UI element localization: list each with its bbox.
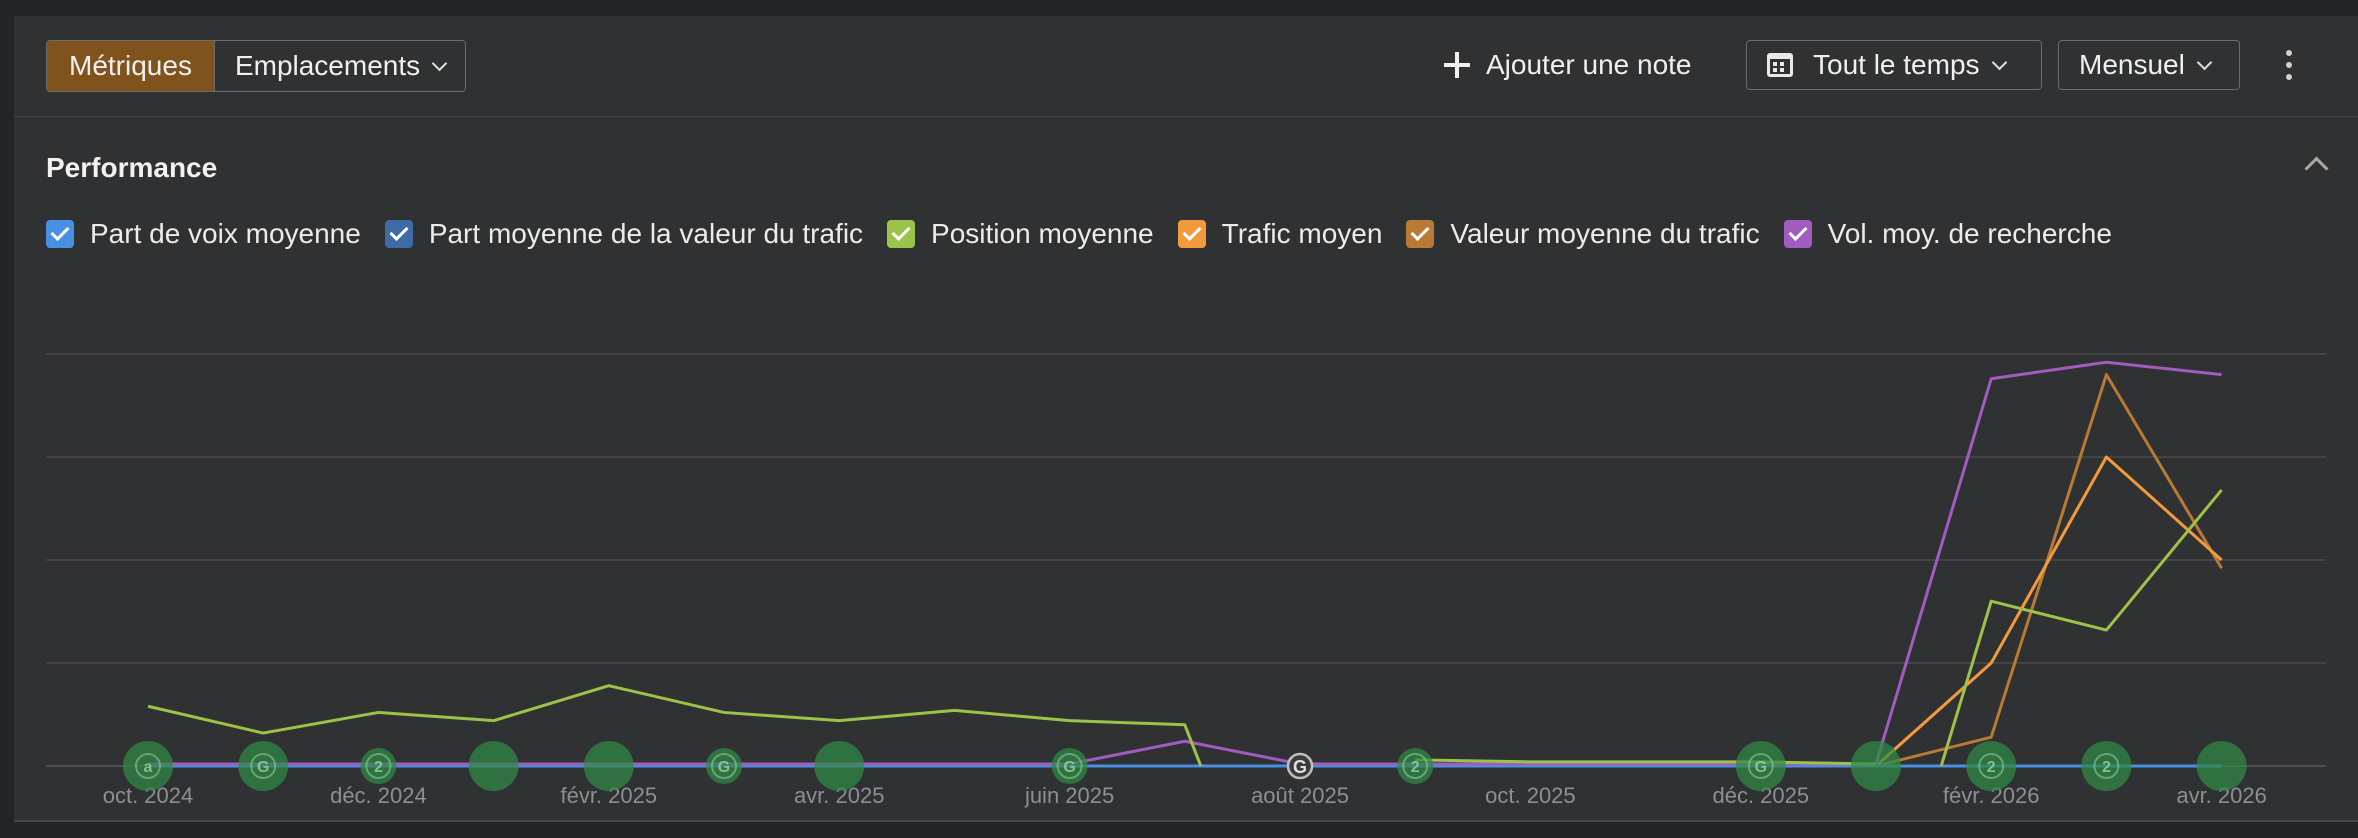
annotation-marker (238, 741, 289, 791)
annotation-ring (1056, 753, 1083, 779)
add-note-label: Ajouter une note (1486, 49, 1692, 80)
annotation-marker (1286, 752, 1314, 780)
section-title: Performance (46, 152, 218, 183)
annotation-label: G (1293, 757, 1307, 777)
granularity-dropdown[interactable]: Mensuel (2058, 40, 2240, 90)
add-note-button[interactable]: Ajouter une note (1444, 40, 1692, 90)
annotation-label: 2 (1987, 759, 1996, 776)
plus-icon (1444, 52, 1470, 78)
annotation-label: 2 (374, 759, 383, 776)
tab-emplacements-label: Emplacements (234, 50, 421, 81)
annotation-label: G (257, 759, 269, 776)
legend-item-vol-recherche[interactable]: Vol. moy. de recherche (1783, 218, 2112, 250)
legend-item-part-de-voix[interactable]: Part de voix moyenne (46, 218, 361, 250)
legend-item-position-moyenne[interactable]: Position moyenne (887, 218, 1154, 250)
annotation-marker (583, 741, 634, 791)
legend-checkbox[interactable] (887, 220, 916, 248)
chevron-down-icon (2196, 54, 2213, 70)
annotation-marker (1966, 741, 2017, 791)
legend-label: Vol. moy. de recherche (1827, 218, 2112, 249)
legend-checkbox[interactable] (1406, 220, 1435, 248)
chevron-up-icon[interactable] (2304, 156, 2329, 181)
legend-label: Part de voix moyenne (90, 218, 361, 249)
annotation-ring (1402, 753, 1429, 779)
annotation-marker (814, 741, 865, 791)
annotation-marker (2196, 741, 2247, 791)
legend-checkbox[interactable] (46, 220, 74, 248)
legend-label: Valeur moyenne du trafic (1450, 218, 1760, 249)
annotation-ring (1978, 753, 2005, 779)
calendar-icon (1767, 53, 1793, 77)
legend-label: Position moyenne (931, 218, 1154, 249)
annotation-label: a (144, 759, 153, 776)
annotation-label: 2 (2102, 759, 2111, 776)
granularity-label: Mensuel (2079, 49, 2185, 80)
legend-label: Trafic moyen (1221, 218, 1383, 249)
x-tick-label: oct. 2025 (1485, 783, 1576, 808)
series-line (148, 360, 2222, 766)
annotation-label: G (718, 759, 730, 776)
annotation-marker (1735, 741, 1786, 791)
annotation-marker (468, 741, 519, 791)
x-tick-label: déc. 2024 (330, 783, 427, 808)
performance-line-chart: oct. 2024 déc. 2024 févr. 2025 avr. 2025 jui… (46, 353, 2326, 808)
annotation-ring (1747, 753, 1774, 779)
annotation-marker (1851, 741, 1901, 791)
series-line (1415, 758, 1877, 766)
chevron-down-icon (431, 55, 448, 71)
legend-checkbox[interactable] (384, 220, 413, 248)
annotation-label: G (1063, 759, 1075, 776)
series-line (1939, 489, 2223, 767)
performance-panel: Métriques Emplacements Ajouter une note … (14, 16, 2358, 822)
kebab-menu-icon[interactable] (2286, 50, 2292, 80)
chart-legend: Part de voix moyenne Part moyenne de la … (46, 216, 2136, 252)
toolbar: Métriques Emplacements Ajouter une note … (14, 16, 2358, 117)
annotation-ring (711, 753, 737, 779)
tab-emplacements[interactable]: Emplacements (215, 41, 465, 91)
date-range-label: Tout le temps (1813, 49, 1980, 80)
legend-item-valeur-trafic[interactable]: Valeur moyenne du trafic (1406, 218, 1760, 250)
legend-checkbox[interactable] (1177, 220, 1206, 248)
annotation-label: 2 (1411, 759, 1420, 776)
annotation-marker (2081, 741, 2132, 791)
legend-item-part-valeur-trafic[interactable]: Part moyenne de la valeur du trafic (384, 218, 864, 250)
date-range-dropdown[interactable]: Tout le temps (1746, 40, 2042, 90)
annotation-ring (250, 753, 277, 779)
chevron-down-icon (1991, 54, 2007, 70)
legend-label: Part moyenne de la valeur du trafic (428, 218, 864, 249)
annotation-ring (135, 753, 161, 779)
tab-metriques-label: Métriques (69, 50, 192, 81)
annotation-ring (2093, 753, 2120, 779)
tab-metriques[interactable]: Métriques (47, 41, 215, 91)
legend-checkbox[interactable] (1783, 220, 1812, 248)
legend-item-trafic-moyen[interactable]: Trafic moyen (1177, 218, 1383, 250)
annotation-label: G (1755, 759, 1767, 776)
x-tick-label: août 2025 (1251, 783, 1349, 808)
view-switcher: Métriques Emplacements (46, 40, 467, 92)
series-line (147, 684, 1203, 767)
series-line (148, 373, 2223, 768)
divider (14, 820, 2358, 822)
annotation-marker (123, 741, 173, 791)
x-tick-label: juin 2025 (1024, 783, 1114, 808)
annotation-ring (365, 753, 392, 779)
